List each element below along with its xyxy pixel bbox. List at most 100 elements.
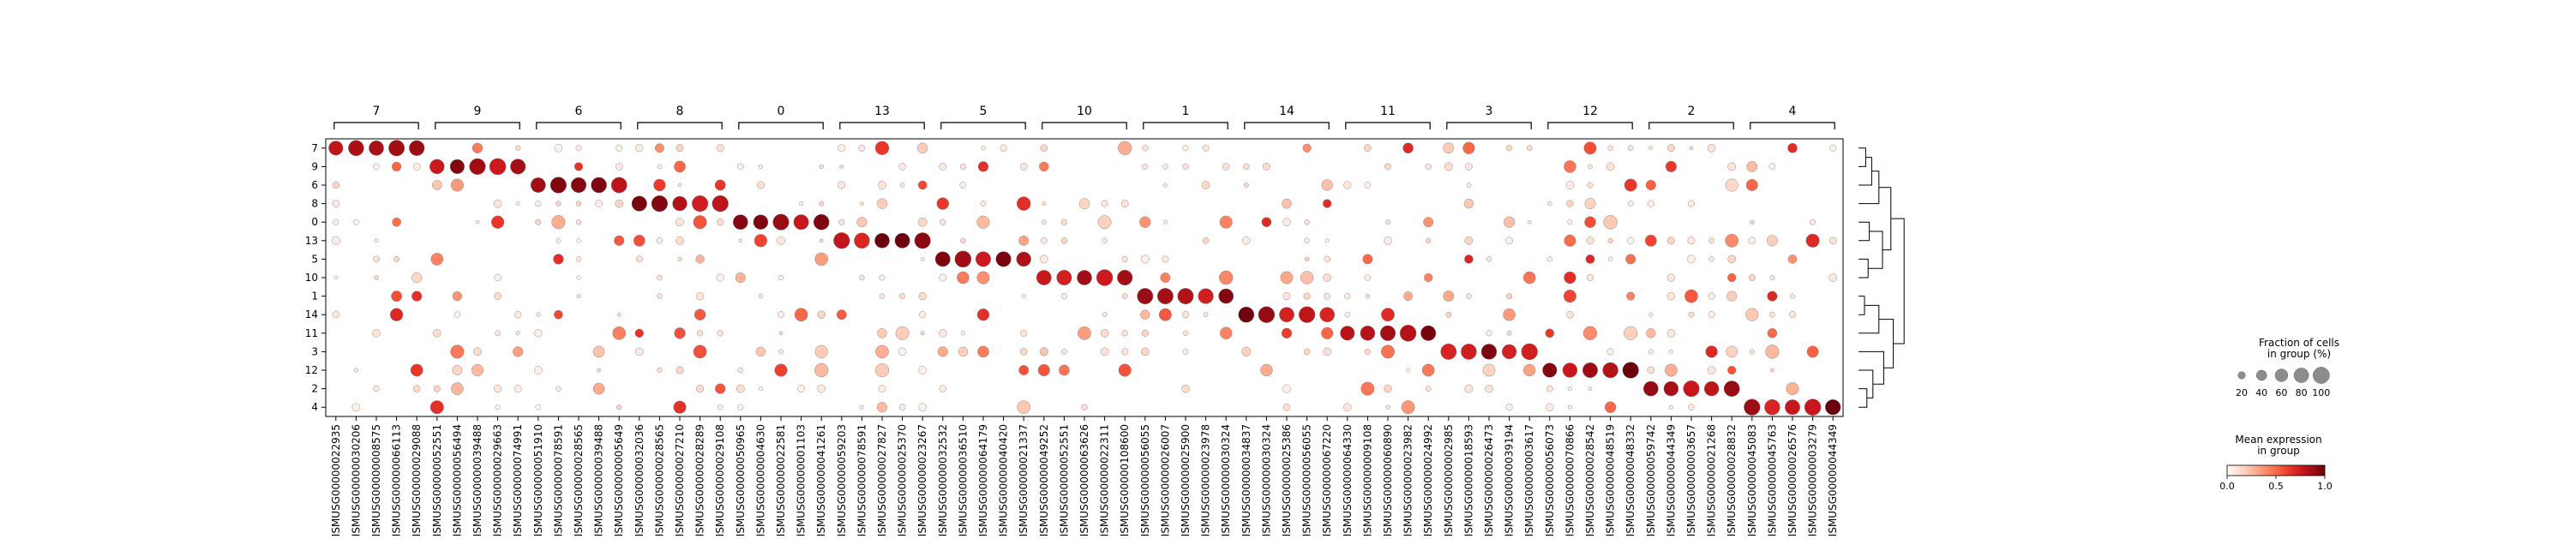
dot: [814, 252, 828, 267]
dot: [576, 275, 581, 280]
gene-label: ENSMUSG00000059742: [1645, 424, 1657, 536]
dot: [1321, 179, 1333, 191]
dot: [875, 344, 889, 359]
dot: [1258, 306, 1276, 323]
dendrogram-branch: [1858, 147, 1866, 167]
dot: [555, 201, 561, 207]
dot: [756, 181, 765, 189]
group-bracket-9: [435, 122, 520, 129]
dot: [1121, 348, 1129, 356]
gene-label: ENSMUSG00000008575: [370, 424, 382, 536]
dot: [494, 385, 502, 393]
dendrogram-branch: [1858, 171, 1880, 205]
dot: [1648, 312, 1654, 317]
gene-label: ENSMUSG00000064330: [1342, 424, 1354, 536]
size-legend-label: 40: [2255, 387, 2267, 398]
dot: [656, 237, 664, 244]
group-label-13: 13: [874, 105, 890, 118]
dot: [1238, 306, 1255, 323]
dot: [916, 142, 928, 154]
dot: [1182, 163, 1189, 170]
gene-label: ENSMUSG00000060890: [1382, 424, 1394, 536]
dot: [391, 290, 402, 302]
gene-label: ENSMUSG00000059203: [836, 424, 848, 536]
dot: [555, 386, 561, 392]
dot: [452, 365, 463, 375]
gene-label: ENSMUSG00000030206: [350, 424, 362, 536]
dot: [431, 180, 442, 190]
dot: [753, 214, 769, 230]
dot: [1568, 386, 1572, 391]
dot: [1399, 325, 1417, 342]
dot: [737, 367, 744, 374]
dot: [430, 253, 444, 266]
dot: [536, 312, 541, 317]
dot: [813, 213, 830, 231]
gene-label: ENSMUSG00000034837: [1240, 424, 1252, 536]
dot: [712, 195, 729, 213]
row-label-7: 7: [311, 142, 318, 154]
group-label-3: 3: [1486, 105, 1493, 118]
dot: [1588, 386, 1593, 391]
dendrogram-branch: [1878, 187, 1892, 251]
dot: [612, 326, 627, 340]
group-bracket-4: [1750, 122, 1835, 129]
dot: [1805, 233, 1820, 248]
dot: [1785, 399, 1800, 416]
dot: [676, 366, 684, 374]
dot: [1282, 218, 1291, 226]
dot: [1364, 348, 1371, 355]
group-label-0: 0: [778, 105, 785, 118]
dot: [1647, 200, 1654, 207]
group-label-1: 1: [1182, 105, 1190, 118]
dot: [1745, 179, 1758, 191]
dot: [1282, 292, 1291, 301]
dot: [920, 257, 925, 261]
dot: [899, 183, 905, 188]
dot: [654, 143, 664, 153]
group-label-12: 12: [1582, 105, 1598, 118]
dot: [353, 368, 359, 373]
dot: [331, 236, 340, 245]
dot: [1078, 326, 1091, 340]
dot: [1344, 292, 1351, 300]
gene-label: ENSMUSG00000022935: [330, 424, 342, 536]
dot: [1401, 400, 1415, 415]
dot: [1324, 292, 1331, 300]
dot: [1242, 237, 1251, 245]
dot: [1384, 384, 1392, 393]
dot: [575, 256, 582, 262]
gene-label: ENSMUSG00000023982: [1402, 424, 1414, 536]
dot: [838, 219, 845, 225]
row-label-12: 12: [305, 364, 318, 376]
dot: [860, 404, 864, 410]
dot: [1464, 236, 1474, 245]
dot: [1546, 385, 1553, 392]
row-label-2: 2: [311, 383, 318, 395]
group-bracket-8: [637, 122, 723, 129]
dot: [1727, 162, 1737, 171]
dot: [1788, 311, 1797, 319]
dot: [1727, 365, 1737, 375]
gene-label: ENSMUSG00000032036: [633, 424, 646, 536]
dot: [856, 217, 868, 228]
dot: [1787, 143, 1798, 153]
dot: [412, 163, 421, 171]
dot: [793, 214, 809, 231]
dot: [1041, 219, 1047, 225]
dot: [954, 250, 972, 268]
gene-label: ENSMUSG00000056055: [1139, 424, 1151, 536]
dot: [1016, 251, 1031, 267]
gene-label: ENSMUSG00000039488: [471, 424, 483, 536]
dot: [1645, 180, 1656, 190]
dot: [592, 382, 605, 395]
group-label-14: 14: [1279, 105, 1294, 118]
gene-label: ENSMUSG00000028832: [1726, 424, 1738, 536]
dot: [1626, 237, 1635, 244]
gene-label: ENSMUSG00000023978: [1200, 424, 1212, 536]
dot: [392, 217, 401, 227]
dot: [1379, 325, 1396, 341]
dot: [898, 163, 906, 171]
size-legend-label: 20: [2236, 387, 2248, 398]
dot: [1118, 141, 1132, 155]
